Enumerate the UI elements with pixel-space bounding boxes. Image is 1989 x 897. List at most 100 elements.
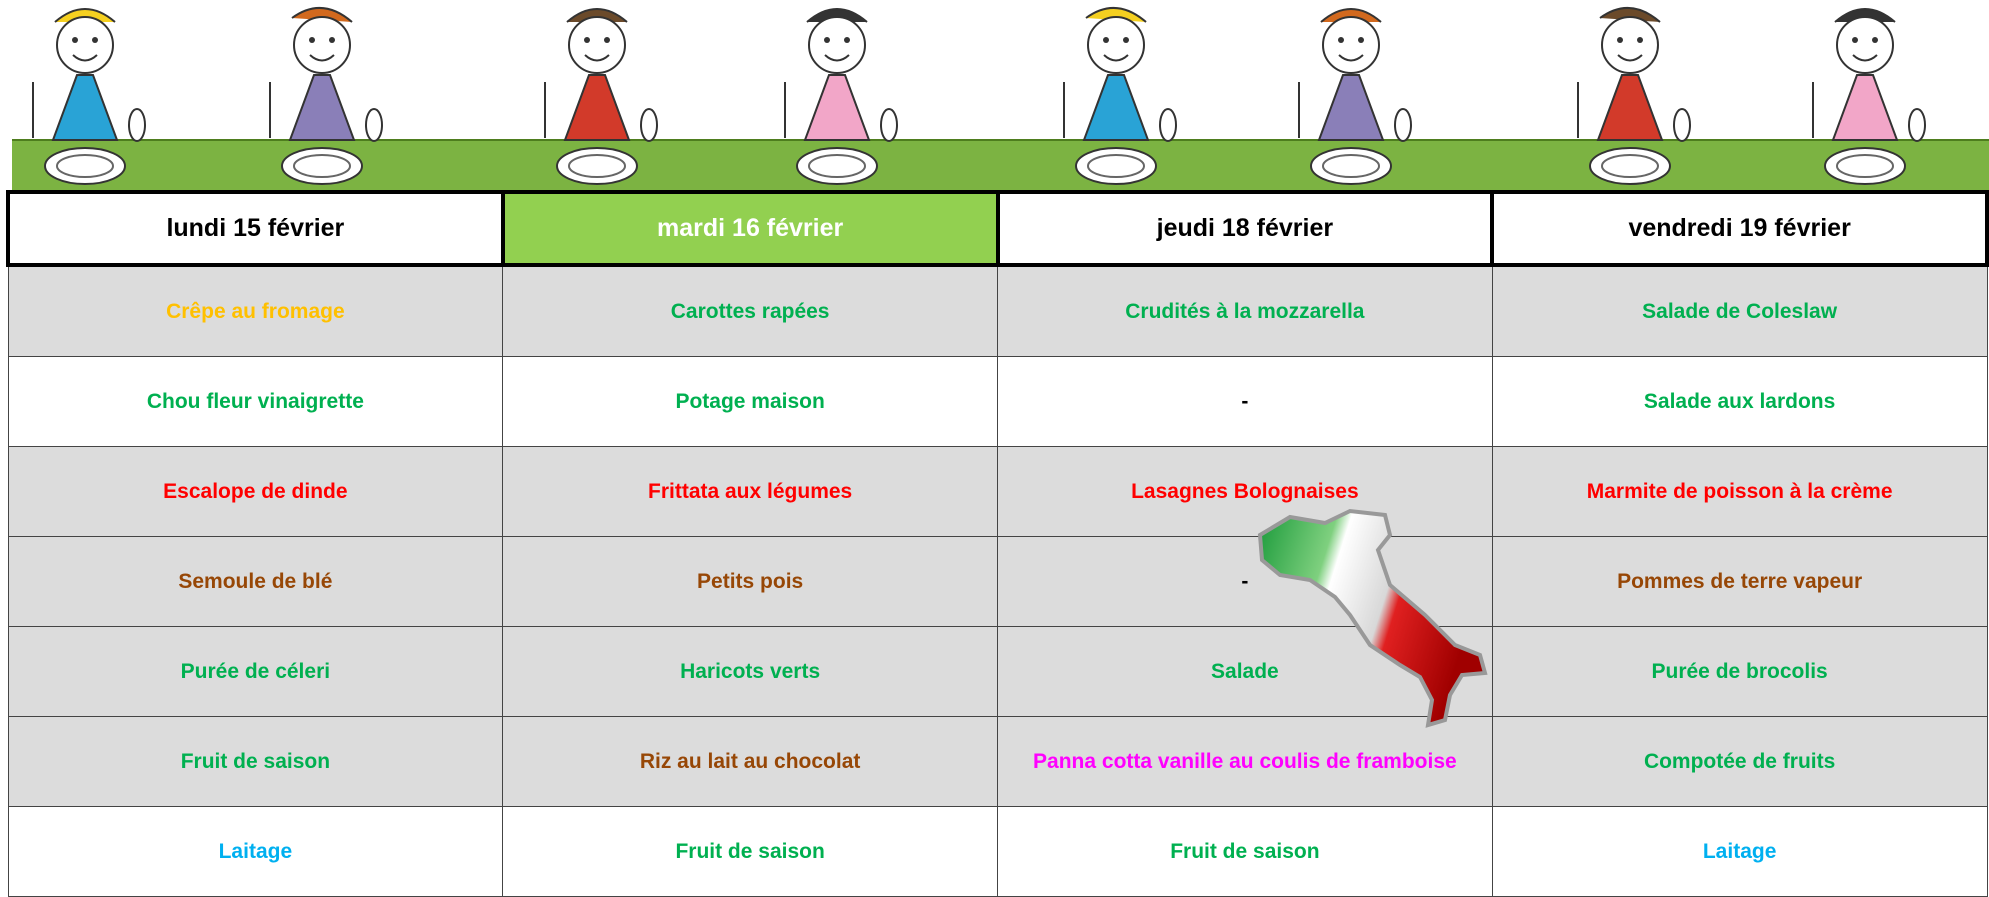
drawing <box>1310 147 1392 185</box>
dish: Fruit de saison <box>7 716 504 807</box>
drawing <box>1852 54 1878 62</box>
italy-map <box>1257 508 1488 728</box>
drawing <box>566 8 628 23</box>
drawing <box>293 16 351 74</box>
drawing <box>1358 37 1364 43</box>
row: Chou fleur vinaigrette Potage maison - S… <box>7 356 1988 447</box>
drawing <box>365 108 383 142</box>
drawing <box>640 108 658 142</box>
dish: Crêpe au fromage <box>7 264 504 357</box>
drawing <box>796 147 878 185</box>
drawing <box>568 16 626 74</box>
drawing <box>1087 16 1145 74</box>
drawing <box>1589 147 1671 185</box>
drawing <box>1824 147 1906 185</box>
header-row: lundi 15 février mardi 16 février jeudi … <box>6 190 1989 267</box>
dish: Carottes rapées <box>502 264 998 357</box>
dish: Potage maison <box>502 356 998 447</box>
drawing <box>56 154 114 178</box>
drawing <box>844 37 850 43</box>
drawing <box>1617 54 1643 62</box>
drawing <box>1075 147 1157 185</box>
row: Laitage Fruit de saison Fruit de saison … <box>7 806 1988 897</box>
row: Semoule de blé Petits pois - Pommes de t… <box>7 536 1988 627</box>
dish: Purée de brocolis <box>1491 626 1988 717</box>
drawing <box>1087 154 1145 178</box>
drawing <box>128 108 146 142</box>
drawing <box>806 8 868 23</box>
day: jeudi 18 février <box>995 190 1495 267</box>
drawing <box>1834 8 1896 23</box>
drawing <box>808 16 866 74</box>
dish: - <box>997 356 1493 447</box>
italy-shape <box>1257 508 1488 728</box>
drawing <box>1601 16 1659 74</box>
dish: Panna cotta vanille au coulis de framboi… <box>997 716 1493 807</box>
drawing <box>329 37 335 43</box>
dish: Lasagnes Bolognaises <box>997 446 1493 537</box>
drawing <box>1637 37 1643 43</box>
row: Crêpe au fromage Carottes rapées Crudité… <box>7 264 1988 357</box>
dish: Petits pois <box>502 536 998 627</box>
row: Purée de céleri Haricots verts Salade Pu… <box>7 626 1988 717</box>
drawing <box>1082 74 1150 141</box>
dish: Salade aux lardons <box>1491 356 1988 447</box>
drawing <box>808 154 866 178</box>
drawing <box>1103 54 1129 62</box>
drawing <box>1617 37 1623 43</box>
drawing <box>293 154 351 178</box>
dish: Haricots verts <box>502 626 998 717</box>
dish: Frittata aux légumes <box>502 446 998 537</box>
dish: Laitage <box>7 806 504 897</box>
drawing <box>1085 6 1147 23</box>
dish: Compotée de fruits <box>1491 716 1988 807</box>
menu-table: lundi 15 février mardi 16 février jeudi … <box>6 190 1989 897</box>
drawing <box>1123 37 1129 43</box>
drawing <box>44 147 126 185</box>
drawing <box>584 54 610 62</box>
day: vendredi 19 février <box>1490 190 1989 267</box>
dish: Laitage <box>1491 806 1988 897</box>
banner-illustration <box>12 6 1989 190</box>
drawing <box>1596 74 1664 141</box>
drawing <box>1673 108 1691 142</box>
dish: Marmite de poisson à la crème <box>1491 446 1988 537</box>
drawing <box>288 74 356 141</box>
drawing <box>291 6 353 23</box>
drawing <box>1317 74 1385 141</box>
drawing <box>1601 154 1659 178</box>
drawing <box>92 37 98 43</box>
drawing <box>54 8 116 23</box>
drawing <box>1322 154 1380 178</box>
dish: Purée de céleri <box>7 626 504 717</box>
drawing <box>1831 74 1899 141</box>
drawing <box>1836 154 1894 178</box>
drawing <box>604 37 610 43</box>
drawing <box>880 108 898 142</box>
day: lundi 15 février <box>6 190 505 267</box>
dish: Riz au lait au chocolat <box>502 716 998 807</box>
dish: Pommes de terre vapeur <box>1491 536 1988 627</box>
drawing <box>1394 108 1412 142</box>
drawing <box>824 37 830 43</box>
drawing <box>1836 16 1894 74</box>
drawing <box>1908 108 1926 142</box>
drawing <box>1872 37 1878 43</box>
day: mardi 16 février <box>500 190 1000 267</box>
drawing <box>56 16 114 74</box>
dish: Salade de Coleslaw <box>1491 264 1988 357</box>
drawing <box>563 74 631 141</box>
dish: Crudités à la mozzarella <box>997 264 1493 357</box>
drawing <box>556 147 638 185</box>
dish: Semoule de blé <box>7 536 504 627</box>
drawing <box>1852 37 1858 43</box>
drawing <box>1103 37 1109 43</box>
drawing <box>824 54 850 62</box>
drawing <box>1338 37 1344 43</box>
drawing <box>72 37 78 43</box>
dish: Fruit de saison <box>502 806 998 897</box>
dish: Escalope de dinde <box>7 446 504 537</box>
drawing <box>309 54 335 62</box>
row: Fruit de saison Riz au lait au chocolat … <box>7 716 1988 807</box>
